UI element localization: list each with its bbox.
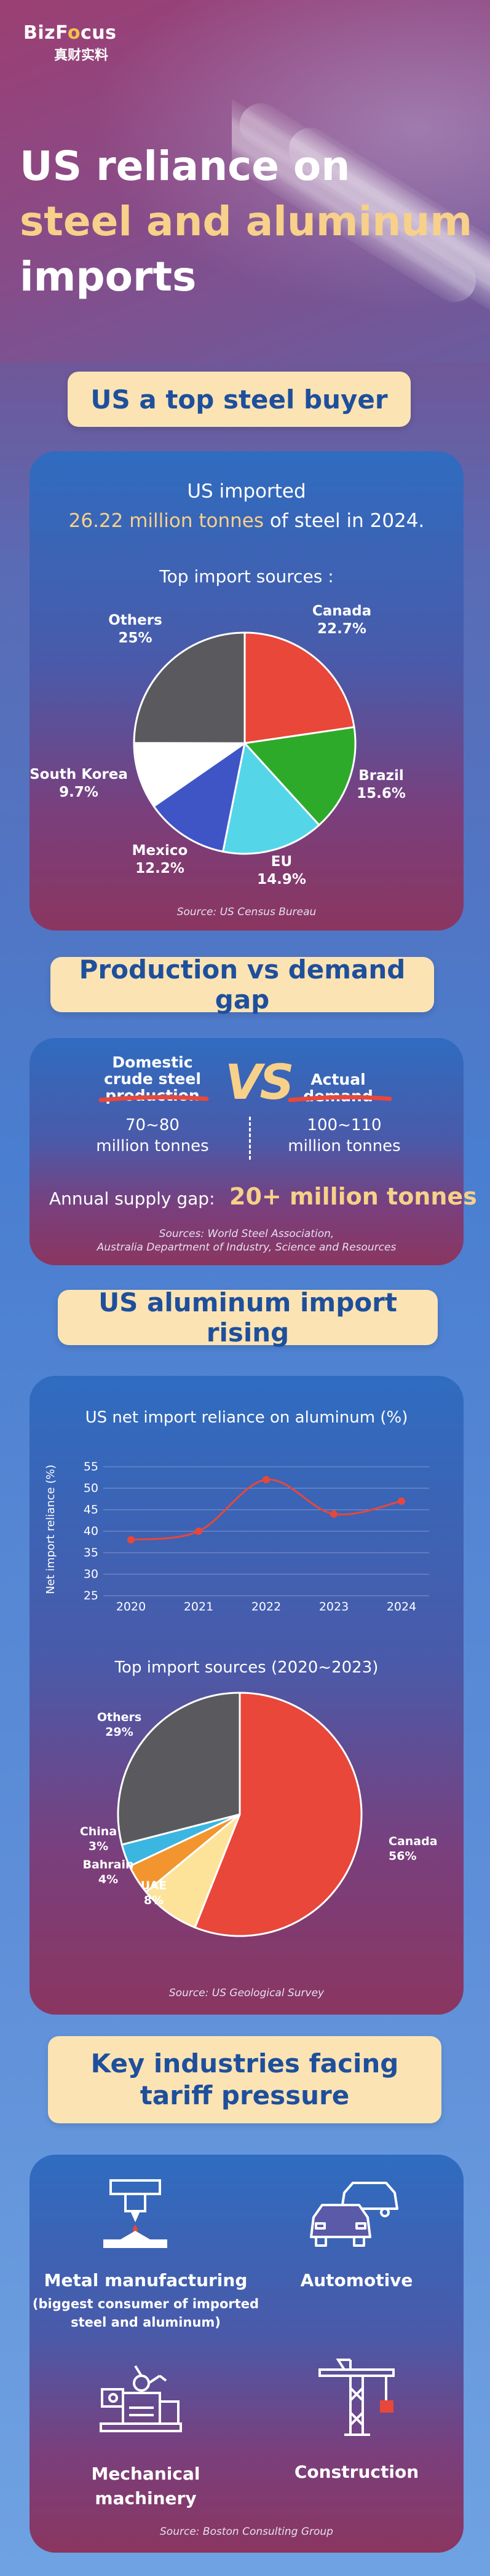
steel-pie-value-south-korea: 9.7% — [59, 784, 98, 800]
x-tick-label: 2023 — [319, 1600, 349, 1614]
supply-gap-value: 20+ million tonnes — [229, 1183, 477, 1210]
y-tick-label: 50 — [84, 1481, 98, 1495]
gap-source-note: Sources: World Steel Association, Austra… — [97, 1228, 397, 1254]
steel-pie-slice-others — [133, 631, 246, 744]
industry-construction: Construction — [294, 2462, 419, 2482]
x-tick-label: 2024 — [387, 1600, 416, 1614]
aluminum-pie-title: Top import sources (2020~2023) — [114, 1658, 379, 1677]
steel-intro: US imported — [187, 480, 306, 502]
divider — [249, 1117, 251, 1160]
industry-automotive: Automotive — [300, 2270, 413, 2290]
alu-pie-label-uae: UAE — [141, 1879, 167, 1892]
steel-pie-value-brazil: 15.6% — [357, 786, 406, 802]
section-heading-steel-buyer: US a top steel buyer — [68, 372, 411, 427]
alu-pie-value-uae: 8% — [144, 1894, 164, 1907]
steel-pie-label-mexico: Mexico — [132, 843, 188, 859]
steel-pie-slice-canada — [243, 631, 355, 744]
steel-pie-label-eu: EU — [271, 854, 292, 870]
steel-amount-tail: of steel in 2024. — [263, 510, 425, 532]
alu-pie-label-china: China — [80, 1825, 117, 1838]
steel-pie-label-south-korea: South Korea — [30, 767, 128, 783]
data-point-2022 — [263, 1476, 270, 1483]
steel-sources-label: Top import sources : — [159, 566, 334, 587]
steel-pie-value-eu: 14.9% — [257, 872, 306, 888]
production-gap-panel — [30, 1038, 464, 1265]
data-point-2020 — [127, 1536, 135, 1544]
steel-pie-slice-eu — [221, 741, 321, 855]
steel-pie-slice-brazil — [242, 726, 357, 827]
domestic-production-value: 70~80 million tonnes — [96, 1116, 209, 1155]
section-heading-industries: Key industries facing tariff pressure — [48, 2036, 441, 2123]
industry-metal-note: (biggest consumer of imported steel and … — [32, 2297, 259, 2330]
actual-demand-value: 100~110 million tonnes — [288, 1116, 401, 1155]
alu-pie-value-others: 29% — [105, 1725, 133, 1739]
industries-source-note: Source: Boston Consulting Group — [160, 2526, 333, 2538]
aluminum-source-note: Source: US Geological Survey — [168, 1987, 325, 1999]
y-tick-label: 30 — [84, 1567, 98, 1581]
domestic-production-label: Domestic crude steel production — [104, 1053, 201, 1104]
alu-pie-value-canada: 56% — [389, 1849, 416, 1863]
alu-pie-label-bahrain: Bahrain — [82, 1858, 133, 1872]
cars-icon — [310, 2182, 398, 2247]
data-point-2024 — [398, 1497, 405, 1505]
alu-pie-label-canada: Canada — [389, 1835, 438, 1848]
metal-press-icon — [103, 2179, 167, 2248]
supply-gap-label: Annual supply gap: — [49, 1188, 215, 1209]
brand-logo-subtitle: 真财实料 — [54, 48, 109, 63]
domestic-underline-stroke — [98, 1095, 209, 1103]
y-tick-label: 45 — [84, 1503, 98, 1516]
steel-pie-slice-mexico — [152, 741, 247, 853]
alu-pie-slice-others — [117, 1692, 241, 1846]
steel-pie-label-brazil: Brazil — [358, 768, 404, 784]
steel-pie-slice-south-korea — [133, 742, 248, 808]
industries-panel — [30, 2155, 464, 2553]
versus-mark: VS — [225, 1055, 294, 1110]
alu-pie-label-others: Others — [97, 1711, 141, 1724]
alu-pie-slice-canada — [194, 1692, 363, 1937]
x-tick-label: 2020 — [116, 1600, 146, 1614]
brand-logo: BizFocus — [23, 22, 117, 44]
section-heading-aluminum: US aluminum import rising — [58, 1287, 438, 1348]
industry-metal-manufacturing: Metal manufacturing — [44, 2270, 248, 2290]
steel-pie-value-canada: 22.7% — [317, 621, 366, 637]
section-heading-production-gap: Production vs demand gap — [50, 954, 434, 1015]
steel-amount: 26.22 million tonnes — [68, 510, 264, 532]
x-tick-label: 2021 — [184, 1600, 213, 1614]
hero-background — [0, 0, 490, 362]
page-title-line-1: US reliance on — [20, 142, 350, 190]
industry-mechanical-machinery: Mechanical machinery — [91, 2464, 200, 2508]
page-title-line-2: steel and aluminum — [20, 198, 472, 245]
steel-pie-value-others: 25% — [118, 630, 152, 646]
steel-amount-line: 26.22 million tonnes of steel in 2024. — [30, 510, 464, 532]
aluminum-reliance-line-chart: 25 30 35 40 45 50 55 2020 2021 2022 2023 2024 Net … — [44, 1460, 429, 1614]
alu-pie-value-bahrain: 4% — [98, 1873, 118, 1886]
steel-pie-label-canada: Canada — [312, 603, 371, 619]
alu-pie-value-china: 3% — [89, 1840, 108, 1853]
actual-demand-label: Actual demand — [303, 1071, 373, 1105]
alu-pie-slice-uae — [144, 1813, 241, 1929]
data-point-2023 — [330, 1510, 338, 1518]
steel-sources-pie: Canada 22.7% Brazil 15.6% EU 14.9% Mexico 12.2%… — [30, 603, 406, 888]
x-tick-label: 2022 — [251, 1600, 281, 1614]
y-tick-label: 40 — [84, 1524, 98, 1538]
data-point-2021 — [195, 1528, 202, 1535]
demand-underline-stroke — [288, 1095, 392, 1103]
line-chart-title: US net import reliance on aluminum (%) — [85, 1408, 408, 1427]
crane-icon — [318, 2359, 395, 2436]
y-tick-label: 55 — [84, 1460, 98, 1473]
line-y-axis-label: Net import reliance (%) — [44, 1465, 57, 1594]
machinery-icon — [100, 2365, 182, 2432]
y-tick-label: 25 — [84, 1589, 98, 1602]
steel-pie-value-mexico: 12.2% — [135, 861, 184, 876]
steel-pie-label-others: Others — [108, 612, 162, 628]
steel-source-note: Source: US Census Bureau — [176, 906, 317, 918]
y-tick-label: 35 — [84, 1546, 98, 1559]
page-title-line-3: imports — [20, 253, 197, 300]
